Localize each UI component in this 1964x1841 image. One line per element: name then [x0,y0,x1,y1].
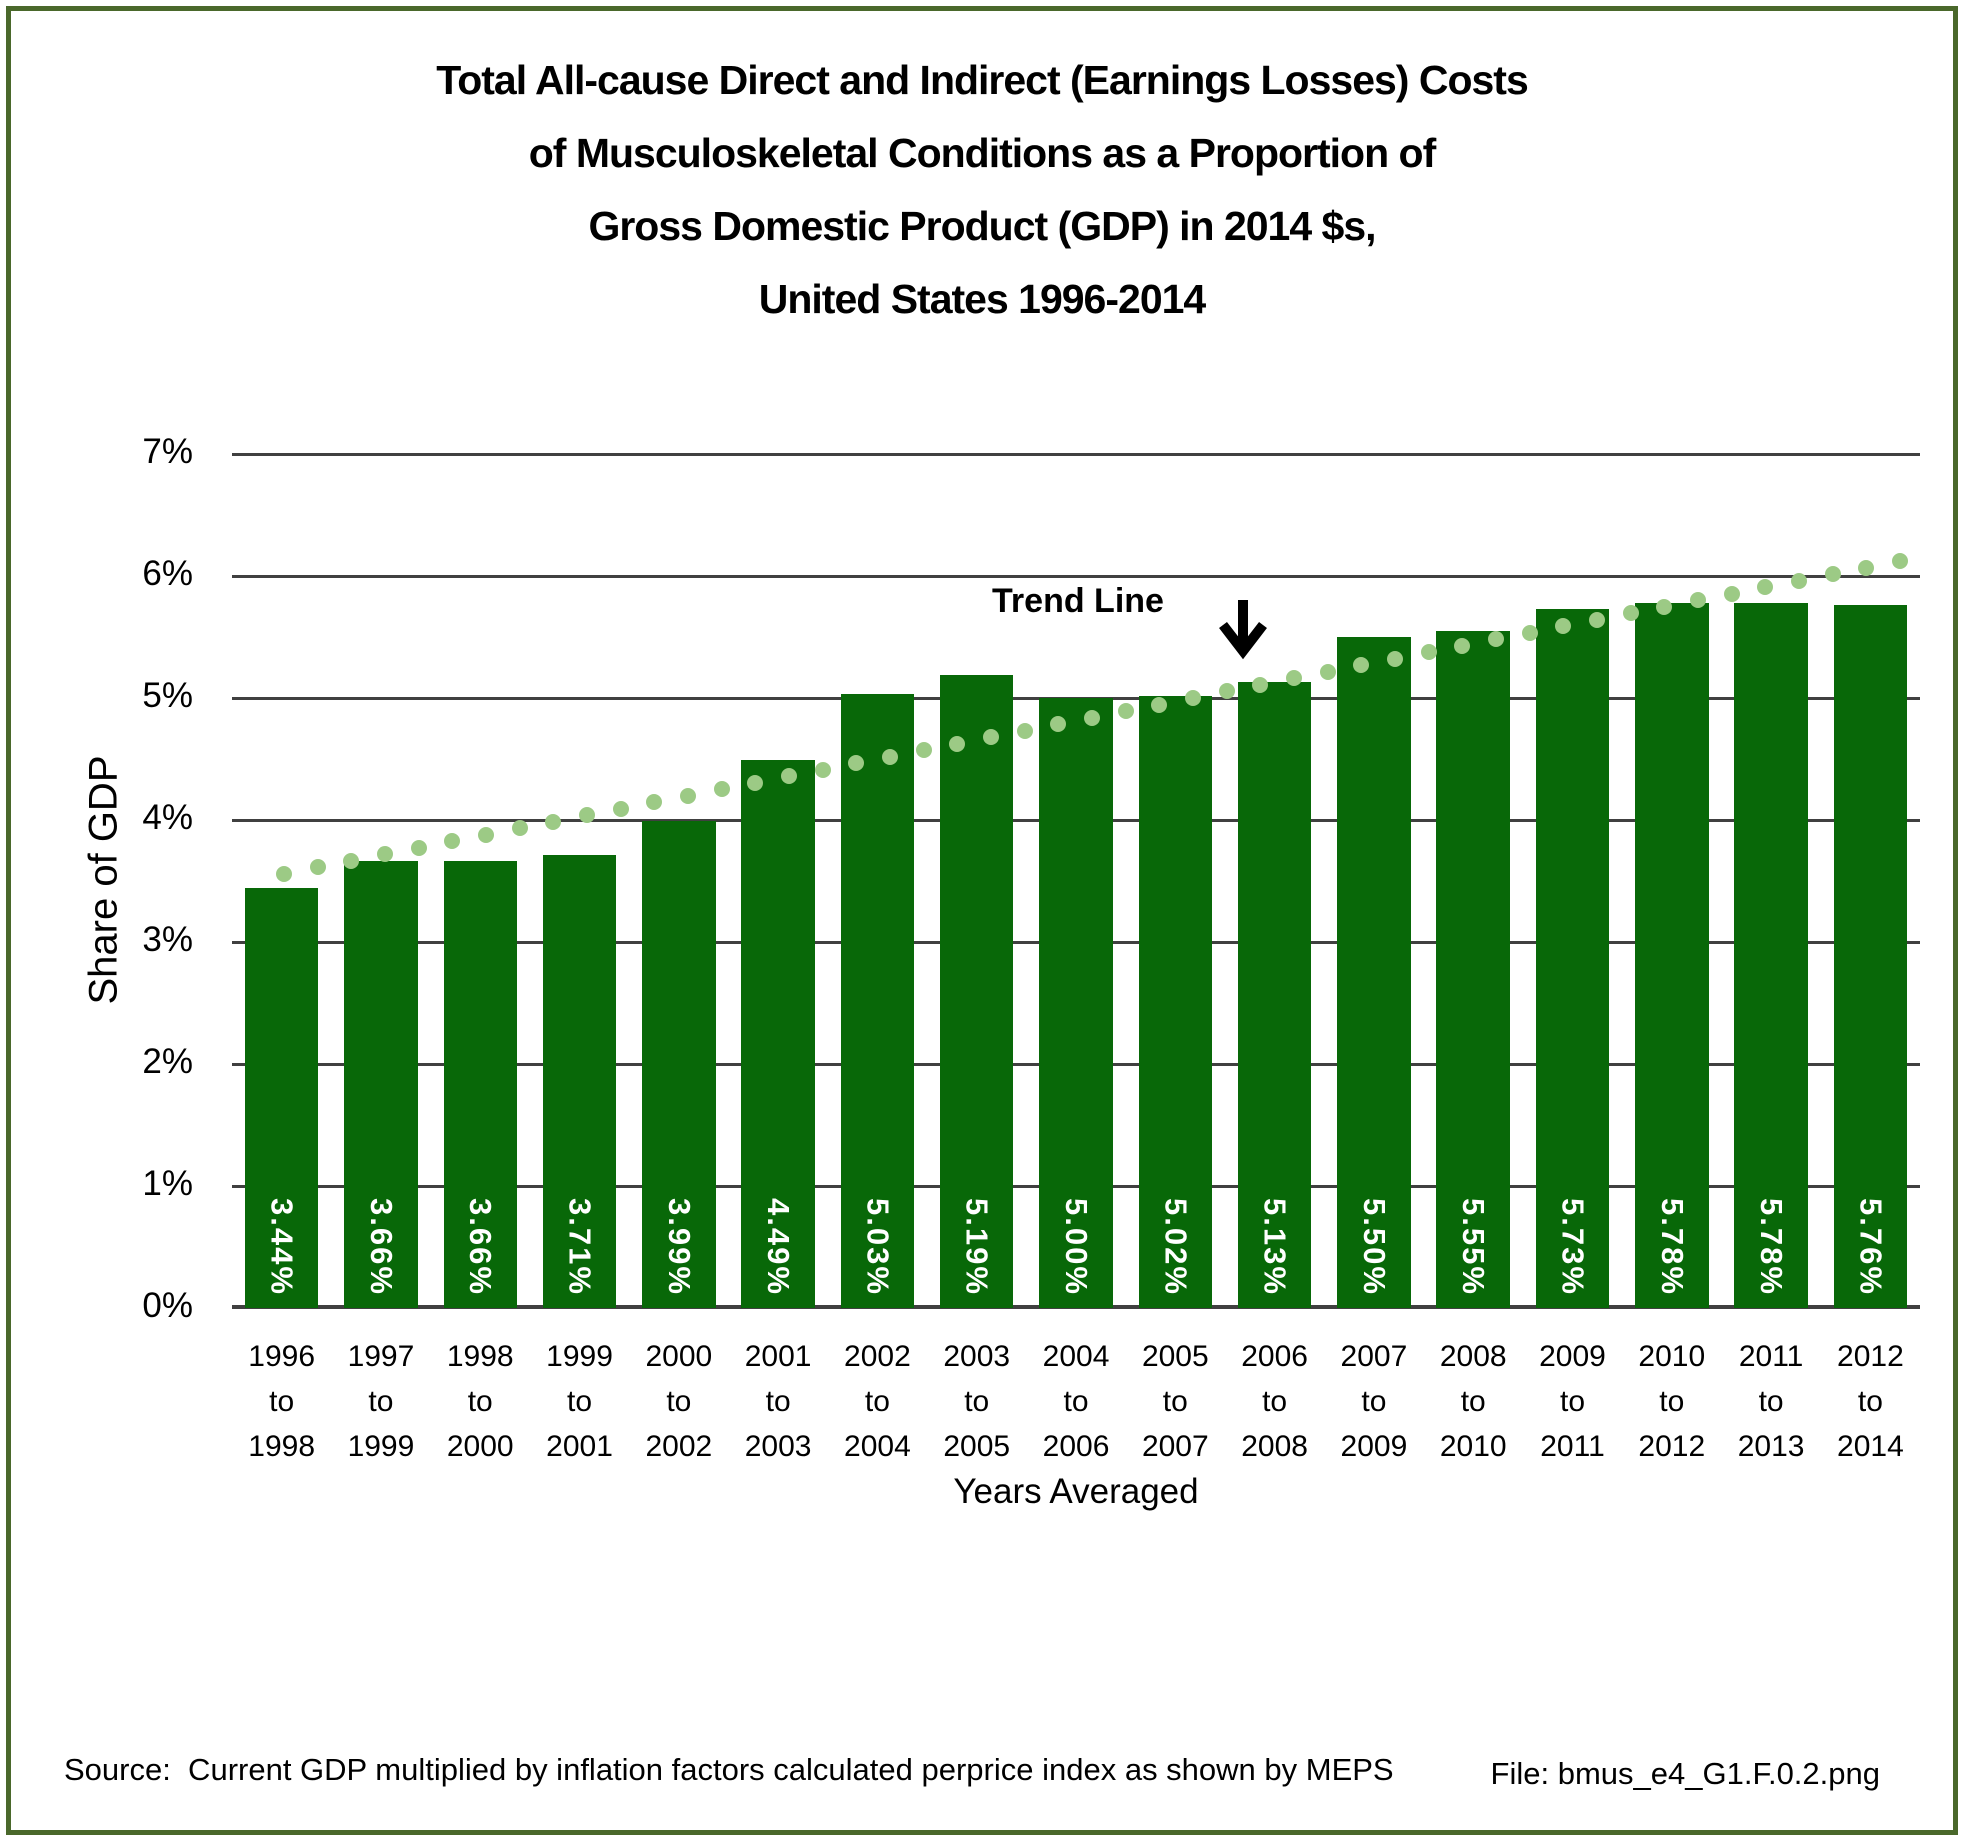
gridline [232,452,1920,456]
bar-slot: 3.66% [331,454,430,1308]
source-note: Source: Current GDP multiplied by inflat… [64,1652,1394,1841]
bar-value-label: 5.13% [1257,1198,1293,1296]
bar-value-label: 3.44% [264,1198,300,1296]
bar: 5.76% [1833,605,1908,1308]
y-tick-label: 5% [142,676,193,715]
x-tick-label: 2011 to 2013 [1737,1340,1805,1463]
bar-value-label: 3.99% [661,1198,697,1296]
bar: 5.19% [939,674,1014,1308]
bar: 5.78% [1635,602,1709,1308]
bar: 5.73% [1535,608,1610,1308]
bar-slot: 5.00% [1026,454,1125,1308]
bar-value-label: 5.03% [860,1198,896,1296]
bar-slot: 5.78% [1622,454,1721,1308]
bar-slot: 3.99% [629,454,728,1308]
bar-slot: 5.50% [1324,454,1423,1308]
x-tick-label: 2004 to 2006 [1042,1340,1110,1463]
bar-value-label: 5.55% [1456,1198,1492,1296]
x-tick-label: 2005 to 2007 [1141,1340,1209,1463]
bar: 3.66% [443,861,517,1308]
chart-title: Total All-cause Direct and Indirect (Ear… [0,44,1964,336]
chart-title-line-3: Gross Domestic Product (GDP) in 2014 $s, [588,203,1376,249]
bar-value-label: 5.78% [1754,1198,1790,1296]
trend-line-label: Trend Line [992,582,1164,620]
x-axis-title: Years Averaged [953,1472,1199,1511]
bar-series: 3.44% 3.66% 3.66% 3.71% 3.99% 4.49% 5.03% 5.19%… [232,454,1920,1308]
x-tick-label: 2006 to 2008 [1241,1340,1308,1463]
gridline [232,574,1920,578]
bar-slot: 5.78% [1721,454,1820,1308]
bar-value-label: 3.66% [363,1198,399,1296]
bar: 3.44% [244,888,319,1308]
bar-slot: 5.02% [1126,454,1225,1308]
y-tick-label: 6% [142,554,193,593]
bar-value-label: 5.02% [1158,1198,1194,1296]
bar-slot: 3.71% [530,454,629,1308]
x-tick-label: 2002 to 2004 [844,1340,911,1463]
bar-slot: 5.03% [828,454,927,1308]
source-line-1: Source: Current GDP multiplied by inflat… [64,1752,1394,1787]
x-tick-label: 1996 to 1998 [248,1340,316,1463]
bar-value-label: 5.19% [959,1198,995,1296]
bar: 5.55% [1436,630,1510,1308]
bar-value-label: 3.66% [463,1198,499,1296]
y-tick-label: 0% [142,1286,193,1325]
bar-value-label: 5.78% [1654,1198,1690,1296]
chart-title-line-1: Total All-cause Direct and Indirect (Ear… [436,57,1529,103]
chart-title-line-4: United States 1996-2014 [758,276,1206,322]
bar: 4.49% [741,760,815,1308]
bar-slot: 3.66% [431,454,530,1308]
x-tick-label: 2001 to 2003 [744,1340,812,1463]
y-axis-tick-labels: 7% 6% 5% 4% 3% 2% 1% 0% [0,432,193,1325]
bar: 5.78% [1734,602,1808,1308]
bar-value-label: 4.49% [761,1198,797,1296]
bar-slot: 5.19% [927,454,1026,1308]
y-tick-label: 7% [142,432,193,471]
x-tick-label: 1998 to 2000 [446,1340,514,1463]
x-tick-label: 2000 to 2002 [645,1340,713,1463]
x-tick-label: 1997 to 1999 [347,1340,415,1463]
down-arrow-icon [1219,600,1267,660]
bar-slot: 5.13% [1225,454,1324,1308]
file-label: File: bmus_e4_G1.F.0.2.png [1490,1756,1880,1791]
bar: 5.02% [1138,695,1213,1308]
bar-value-label: 3.71% [562,1198,598,1296]
bar: 3.71% [542,855,617,1308]
chart-title-line-2: of Musculoskeletal Conditions as a Propo… [528,130,1436,176]
bar: 3.99% [642,821,716,1308]
bar-slot: 3.44% [232,454,331,1308]
y-tick-label: 4% [142,798,193,837]
bar: 5.50% [1337,637,1411,1308]
x-tick-label: 2007 to 2009 [1340,1340,1408,1463]
x-tick-label: 2010 to 2012 [1638,1340,1706,1463]
bar-slot: 5.76% [1821,454,1920,1308]
bar-slot: 5.73% [1523,454,1622,1308]
bar-value-label: 5.00% [1059,1198,1095,1296]
y-tick-label: 1% [142,1164,193,1203]
y-tick-label: 3% [142,920,193,959]
bar-slot: 5.55% [1424,454,1523,1308]
bar-value-label: 5.76% [1853,1198,1889,1296]
bar-value-label: 5.73% [1555,1198,1591,1296]
x-axis-tick-labels: 1996 to 1998 1997 to 1999 1998 to 2000 1999 to 2001… [232,1334,1920,1469]
bar-value-label: 5.50% [1356,1198,1392,1296]
x-tick-label: 2012 to 2014 [1837,1340,1904,1463]
y-tick-label: 2% [142,1042,193,1081]
x-tick-label: 2008 to 2010 [1439,1340,1507,1463]
bar: 5.00% [1039,698,1113,1308]
bar: 5.13% [1237,682,1312,1308]
x-tick-label: 2003 to 2005 [943,1340,1011,1463]
bar-slot: 4.49% [728,454,827,1308]
x-tick-label: 2009 to 2011 [1539,1340,1606,1463]
bar: 3.66% [344,861,418,1308]
bar: 5.03% [840,694,915,1308]
x-tick-label: 1999 to 2001 [546,1340,613,1463]
